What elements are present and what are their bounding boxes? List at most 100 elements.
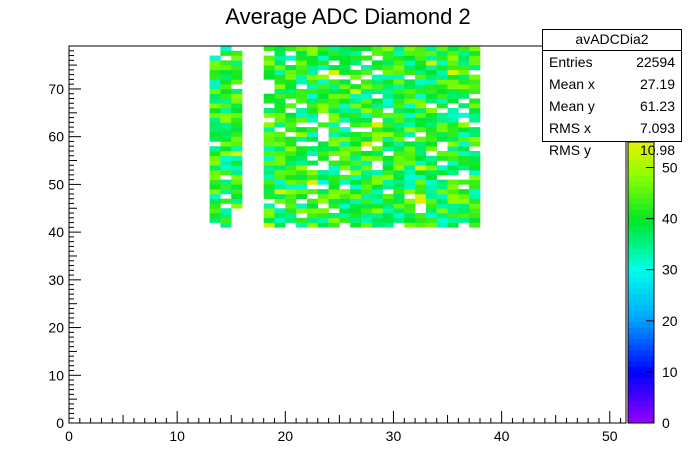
heatmap-cell: [425, 222, 438, 228]
heatmap-cell: [447, 170, 459, 176]
heatmap-cell: [328, 217, 340, 223]
heatmap-cell: [458, 69, 470, 75]
heatmap-cell: [404, 122, 416, 128]
heatmap-cell: [415, 155, 427, 161]
heatmap-cell: [285, 69, 297, 75]
heatmap-cell: [415, 46, 427, 52]
heatmap-cell: [382, 84, 394, 90]
heatmap-cell: [382, 179, 394, 185]
heatmap-cell: [382, 222, 394, 228]
heatmap-cell: [415, 127, 427, 133]
heatmap-cell: [317, 79, 329, 85]
heatmap-cell: [361, 84, 373, 90]
heatmap-cell: [393, 98, 405, 104]
heatmap-cell: [361, 131, 373, 137]
heatmap-cell: [371, 136, 383, 142]
stats-row-mean-y: Mean y 61.23: [543, 95, 681, 117]
heatmap-cell: [296, 136, 308, 142]
heatmap-cell: [296, 50, 308, 56]
colorbar-segment: [628, 299, 654, 306]
heatmap-cell: [209, 65, 221, 71]
heatmap-cell: [220, 93, 232, 99]
heatmap-cell: [285, 55, 297, 61]
heatmap-cell: [447, 213, 459, 219]
heatmap-cell: [231, 69, 243, 75]
colorbar-segment: [628, 400, 654, 407]
heatmap-cell: [285, 217, 297, 223]
heatmap-cell: [436, 55, 448, 61]
heatmap-cell: [306, 74, 319, 80]
heatmap-cell: [393, 127, 405, 133]
heatmap-cell: [393, 79, 405, 85]
heatmap-cell: [415, 93, 427, 99]
heatmap-cell: [328, 108, 340, 114]
heatmap-cell: [231, 50, 243, 56]
heatmap-cell: [425, 60, 438, 66]
heatmap-cell: [317, 146, 329, 152]
heatmap-cell: [306, 222, 319, 228]
heatmap-cell: [382, 155, 394, 161]
heatmap-cell: [209, 165, 221, 171]
x-tick-label: 50: [602, 428, 618, 444]
heatmap-cell: [425, 136, 438, 142]
heatmap-cell: [393, 65, 405, 71]
heatmap-cell: [458, 50, 470, 56]
heatmap-cell: [415, 74, 427, 80]
heatmap-cell: [458, 213, 470, 219]
heatmap-cell: [469, 88, 481, 95]
heatmap-cell: [447, 189, 459, 195]
heatmap-cell: [361, 198, 373, 204]
heatmap-cell: [306, 127, 319, 133]
heatmap-cell: [447, 198, 459, 204]
heatmap-cell: [209, 69, 221, 75]
heatmap-cell: [350, 98, 362, 104]
heatmap-cell: [425, 112, 438, 118]
heatmap-cell: [350, 203, 362, 209]
heatmap-cell: [263, 155, 275, 161]
heatmap-cell: [220, 98, 232, 104]
heatmap-cell: [350, 155, 362, 161]
heatmap-cell: [350, 165, 362, 171]
heatmap-cell: [339, 179, 351, 185]
heatmap-cell: [382, 131, 394, 137]
heatmap-cell: [317, 74, 329, 80]
heatmap-cell: [447, 93, 459, 99]
heatmap-cell: [458, 146, 470, 152]
heatmap-cell: [296, 74, 308, 80]
heatmap-cell: [393, 150, 405, 157]
heatmap-cell: [274, 198, 286, 204]
heatmap-cell: [447, 84, 459, 90]
heatmap-cell: [436, 213, 448, 219]
colorbar-tick-label: 40: [662, 211, 678, 227]
heatmap-cell: [306, 60, 319, 66]
heatmap-cell: [263, 69, 275, 75]
heatmap-cell: [285, 208, 297, 214]
heatmap-cell: [339, 84, 351, 90]
heatmap-cell: [436, 155, 448, 161]
heatmap-cell: [220, 150, 232, 157]
heatmap-cell: [339, 46, 351, 52]
heatmap-cell: [209, 79, 221, 85]
heatmap-cell: [469, 174, 481, 180]
heatmap-cell: [371, 127, 383, 133]
heatmap-cell: [469, 189, 481, 195]
heatmap-cell: [393, 69, 405, 75]
heatmap-cell: [382, 141, 394, 147]
heatmap-cell: [339, 160, 351, 166]
heatmap-cell: [209, 184, 221, 190]
heatmap-cell: [296, 79, 308, 85]
colorbar-segment: [628, 333, 654, 340]
heatmap-cell: [339, 93, 351, 99]
heatmap-cell: [447, 146, 459, 152]
heatmap-cell: [361, 150, 373, 157]
stats-box: avADCDia2 Entries 22594 Mean x 27.19 Mea…: [542, 29, 682, 158]
heatmap-cell: [350, 103, 362, 109]
heatmap-cell: [306, 179, 319, 185]
heatmap-cell: [274, 136, 286, 142]
heatmap-cell: [350, 208, 362, 214]
colorbar-segment: [628, 142, 654, 149]
heatmap-cell: [404, 179, 416, 185]
heatmap-cell: [458, 88, 470, 95]
heatmap-cell: [296, 93, 308, 99]
heatmap-cell: [415, 122, 427, 128]
